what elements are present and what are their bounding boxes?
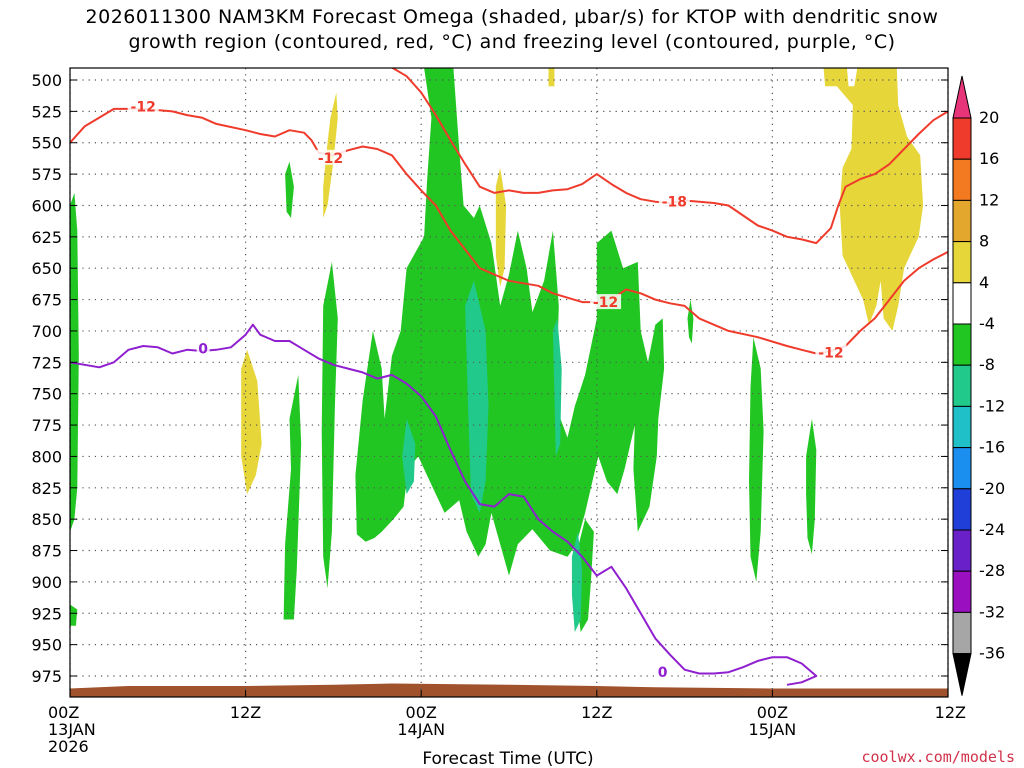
colorbar-box-6 — [952, 323, 972, 366]
omega-region-4-2 — [548, 68, 555, 87]
colorbar-label-0: 20 — [979, 108, 999, 127]
omega-region-4-4 — [823, 68, 924, 331]
site-credit: coolwx.com/models — [861, 748, 1015, 766]
colorbar-label-7: -12 — [979, 396, 1005, 415]
contour-label-2-0: 0 — [198, 342, 208, 358]
x-tick-sublabel2-0: 2026 — [48, 737, 89, 756]
x-tick-sublabel-0: 13JAN — [48, 720, 96, 739]
contour-label-0-0: -12 — [131, 99, 156, 115]
x-tick-sublabel-24: 14JAN — [397, 720, 445, 739]
y-tick-label-975: 975 — [31, 667, 62, 686]
y-tick-label-500: 500 — [31, 71, 62, 90]
colorbar-label-3: 8 — [979, 232, 989, 251]
omega-region-neg4-1 — [70, 604, 78, 626]
colorbar-label-12: -32 — [979, 602, 1005, 621]
y-tick-label-825: 825 — [31, 479, 62, 498]
colorbar-label-13: -36 — [979, 644, 1005, 663]
chart-title-line2: growth region (contoured, red, °C) and f… — [128, 31, 896, 53]
y-tick-label-775: 775 — [31, 416, 62, 435]
y-tick-label-600: 600 — [31, 196, 62, 215]
colorbar-box-2 — [952, 158, 972, 201]
colorbar-label-2: 12 — [979, 190, 999, 209]
omega-region-neg4-4 — [321, 261, 338, 589]
colorbar-label-6: -8 — [979, 355, 995, 374]
omega-region-neg4-2 — [285, 161, 294, 218]
x-tick-label-24: 00Z — [406, 703, 437, 722]
y-tick-label-750: 750 — [31, 385, 62, 404]
omega-region-neg4-9 — [806, 418, 817, 555]
colorbar-label-5: -4 — [979, 314, 995, 333]
contour-label-0-2: -12 — [593, 295, 618, 311]
omega-region-4-0 — [241, 349, 262, 495]
contour-label-bg-0-0 — [127, 98, 159, 114]
omega-region-neg4-7 — [687, 299, 694, 344]
colorbar-box-8 — [952, 405, 972, 449]
colorbar-box-11 — [952, 529, 972, 572]
x-tick-label-60: 12Z — [935, 703, 966, 722]
colorbar-box-12 — [952, 570, 972, 613]
contour-label-bg-2-0 — [196, 340, 210, 356]
y-tick-label-700: 700 — [31, 322, 62, 341]
colorbar-box-4 — [952, 241, 972, 284]
contour-label-bg-1-0 — [658, 193, 690, 209]
colorbar-label-11: -28 — [979, 561, 1005, 580]
contour-label-2-1: 0 — [658, 665, 668, 681]
x-tick-label-48: 00Z — [757, 703, 788, 722]
colorbar-box-3 — [952, 199, 972, 243]
x-tick-sublabel-48: 15JAN — [749, 720, 797, 739]
colorbar-bottom-arrow — [952, 653, 972, 696]
contour-label-bg-0-3 — [815, 344, 847, 360]
plot-frame — [69, 67, 949, 698]
omega-region-neg8-3 — [571, 531, 583, 633]
contour-label-bg-0-2 — [590, 294, 622, 310]
y-tick-label-725: 725 — [31, 353, 62, 372]
colorbar-label-4: 4 — [979, 273, 989, 292]
y-tick-label-950: 950 — [31, 636, 62, 655]
colorbar-box-5 — [952, 282, 972, 325]
omega-region-neg8-1 — [465, 280, 489, 513]
omega-region-neg8-0 — [402, 418, 416, 495]
omega-region-4-3 — [495, 167, 507, 287]
colorbar-label-1: 16 — [979, 149, 999, 168]
surface-terrain — [70, 683, 948, 697]
y-tick-label-925: 925 — [31, 604, 62, 623]
x-tick-label-0: 00Z — [48, 703, 79, 722]
contour-label-1-0: -18 — [662, 195, 687, 211]
y-tick-label-550: 550 — [31, 134, 62, 153]
y-tick-label-800: 800 — [31, 447, 62, 466]
contour-label-0-1: -12 — [318, 151, 343, 167]
colorbar-box-10 — [952, 488, 972, 531]
chart-title-line1: 2026011300 NAM3KM Forecast Omega (shaded… — [85, 6, 939, 28]
x-tick-label-12: 12Z — [230, 703, 261, 722]
contour-label-0-3: -12 — [818, 345, 843, 361]
colorbar-box-7 — [952, 364, 972, 407]
contour-label-bg-2-1 — [656, 664, 670, 680]
omega-region-neg4-8 — [749, 337, 764, 582]
colorbar-box-1 — [952, 117, 972, 160]
y-tick-label-875: 875 — [31, 542, 62, 561]
colorbar-top-arrow — [952, 75, 972, 119]
y-tick-label-525: 525 — [31, 102, 62, 121]
x-tick-label-36: 12Z — [581, 703, 612, 722]
y-tick-label-675: 675 — [31, 291, 62, 310]
x-axis-title: Forecast Time (UTC) — [422, 749, 593, 768]
colorbar-box-9 — [952, 447, 972, 490]
y-tick-label-850: 850 — [31, 510, 62, 529]
colorbar-label-8: -16 — [979, 438, 1005, 457]
colorbar-box-13 — [952, 611, 972, 655]
omega-region-neg4-3 — [283, 374, 302, 620]
contour-label-bg-0-1 — [314, 149, 346, 165]
y-tick-label-625: 625 — [31, 228, 62, 247]
omega-region-neg8-2 — [552, 318, 562, 457]
colorbar-label-10: -24 — [979, 520, 1005, 539]
omega-region-neg4-5 — [355, 68, 665, 576]
y-tick-label-650: 650 — [31, 259, 62, 278]
colorbar-label-9: -20 — [979, 479, 1005, 498]
y-tick-label-900: 900 — [31, 573, 62, 592]
y-tick-label-575: 575 — [31, 165, 62, 184]
